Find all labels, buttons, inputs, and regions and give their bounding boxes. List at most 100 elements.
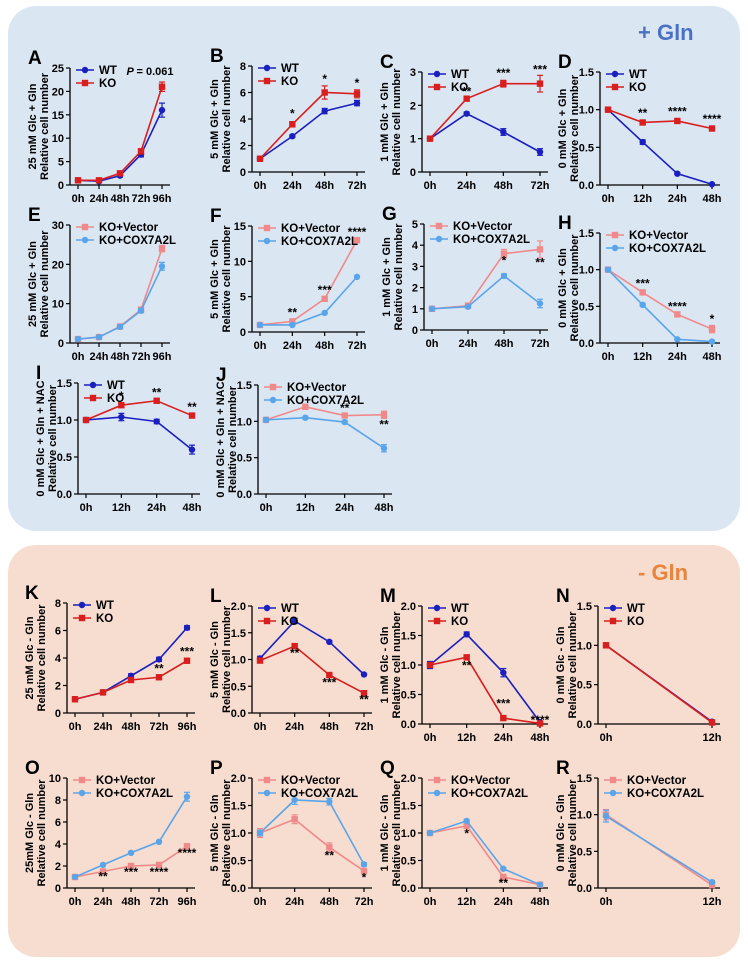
panel-letter: Q [380, 758, 395, 779]
panel-letter: M [380, 586, 396, 607]
legend-swatch-marker [263, 77, 271, 85]
y-axis-label: 0 mM Glc - Gln [555, 626, 567, 703]
y-tick-label: 0.5 [57, 452, 72, 464]
chart-panel-K: K 0 2 4 6 8 0h 24h 48h 72h 96h 25 mM Glc - Gln Relat… [24, 583, 197, 733]
series-ko [256, 642, 368, 697]
significance-annotation: **** [668, 105, 687, 119]
y-tick-label: 1.0 [401, 828, 416, 840]
legend-label: KO [629, 82, 646, 94]
legend-label: KO+COX7A2L [281, 236, 358, 248]
x-tick-label: 48h [375, 502, 394, 514]
data-point [708, 125, 716, 132]
series-ko-cox7a2l [428, 272, 544, 312]
significance-annotation: *** [124, 865, 138, 879]
y-axis-label: 1 mM Glc + Gln [379, 82, 391, 162]
x-tick-label: 24h [459, 338, 478, 350]
y-tick-label: 2.0 [231, 773, 246, 785]
x-tick-label: 48h [315, 180, 334, 192]
panel-letter: G [382, 204, 397, 225]
data-point [155, 861, 163, 869]
y-axis-label: Relative cell number [569, 74, 581, 182]
y-axis-label: 0 mM Glc - Gln [555, 794, 567, 871]
y-tick-label: 2 [412, 283, 418, 295]
x-tick-label: 48h [320, 721, 339, 733]
series-ko [426, 654, 544, 727]
y-tick-label: 25 [52, 63, 64, 75]
series-line [259, 91, 358, 160]
data-point [321, 309, 328, 317]
data-point [74, 335, 82, 343]
significance-annotation: *** [322, 675, 336, 689]
data-point [463, 817, 470, 825]
y-tick-label: 0.0 [577, 719, 592, 731]
x-tick-label: 24h [90, 351, 109, 363]
data-point [708, 181, 716, 188]
x-tick-label: 12h [703, 732, 722, 744]
chart-panel-R: R 0.0 0.5 1.0 1.5 0h 12h 0 mM Glc - Gln Relative… [555, 758, 722, 908]
y-tick-label: 2.0 [401, 773, 416, 785]
data-point [291, 642, 298, 650]
legend-swatch-marker [433, 776, 441, 784]
legend-swatch-marker [609, 776, 617, 784]
y-tick-label: 6 [240, 88, 246, 100]
x-tick-label: 12h [457, 896, 476, 908]
significance-annotation: * [502, 253, 507, 267]
y-tick-label: 10 [234, 256, 246, 268]
chart-panel-D: D 0.0 0.5 1.0 1.5 0h 12h 24h 48h 0 mM Glc + Gln Re… [557, 52, 722, 205]
x-tick-label: 24h [494, 896, 513, 908]
series-line [607, 108, 713, 130]
chart-panel-B: B 0 2 4 6 8 0h 24h 48h 72h 5 mM Glc + Gln Relative … [209, 46, 367, 192]
data-point [71, 873, 79, 881]
legend-swatch-marker [433, 83, 441, 91]
data-point [536, 148, 544, 156]
data-point [137, 148, 145, 155]
data-point [674, 311, 681, 318]
chart-panel-H: H 0.0 0.5 1.0 1.5 0h 12h 24h 48h 0 mM Glc + Gln Re… [557, 213, 722, 363]
significance-annotation: ** [98, 869, 108, 883]
series-line [429, 633, 541, 723]
x-tick-label: 24h [494, 732, 513, 744]
x-tick-label: 24h [283, 340, 302, 352]
legend-swatch-marker [433, 70, 441, 78]
y-tick-label: 0.0 [577, 883, 592, 895]
x-tick-label: 0h [424, 732, 437, 744]
y-tick-label: 1.0 [231, 655, 246, 667]
y-tick-label: 2.0 [401, 601, 416, 613]
y-tick-label: 10 [52, 133, 64, 145]
panel-letter: C [380, 52, 394, 73]
legend-label: KO+Vector [99, 222, 159, 234]
data-point [426, 661, 434, 669]
y-axis-label: 5 mM Glc - Gln [209, 621, 221, 698]
x-tick-label: 48h [703, 193, 722, 205]
y-tick-label: 0.5 [237, 453, 252, 465]
y-axis-label: 0 mM Glc + Gln [557, 88, 569, 168]
x-tick-label: 24h [668, 193, 687, 205]
x-tick-label: 24h [285, 896, 304, 908]
legend-label: KO+Vector [281, 775, 341, 787]
legend-swatch-marker [611, 244, 619, 252]
legend-swatch-marker [89, 381, 97, 389]
y-tick-label: 10 [49, 773, 61, 785]
x-tick-label: 24h [285, 721, 304, 733]
data-point [426, 829, 434, 837]
x-tick-label: 72h [355, 896, 374, 908]
x-tick-label: 24h [668, 351, 687, 363]
data-point [127, 862, 135, 870]
data-point [708, 719, 716, 726]
significance-annotation: **** [703, 112, 722, 126]
y-tick-label: 1.5 [231, 628, 246, 640]
y-tick-label: 1.0 [577, 810, 592, 822]
data-point [536, 300, 544, 307]
x-tick-label: 72h [348, 180, 367, 192]
series-line [85, 399, 193, 421]
data-point [155, 656, 163, 663]
data-point [428, 305, 436, 312]
data-point [708, 878, 716, 886]
data-point [256, 829, 264, 837]
legend-label: KO+Vector [287, 382, 347, 394]
legend-label: KO [281, 616, 298, 628]
data-point [674, 117, 681, 125]
y-tick-label: 4 [55, 839, 62, 851]
